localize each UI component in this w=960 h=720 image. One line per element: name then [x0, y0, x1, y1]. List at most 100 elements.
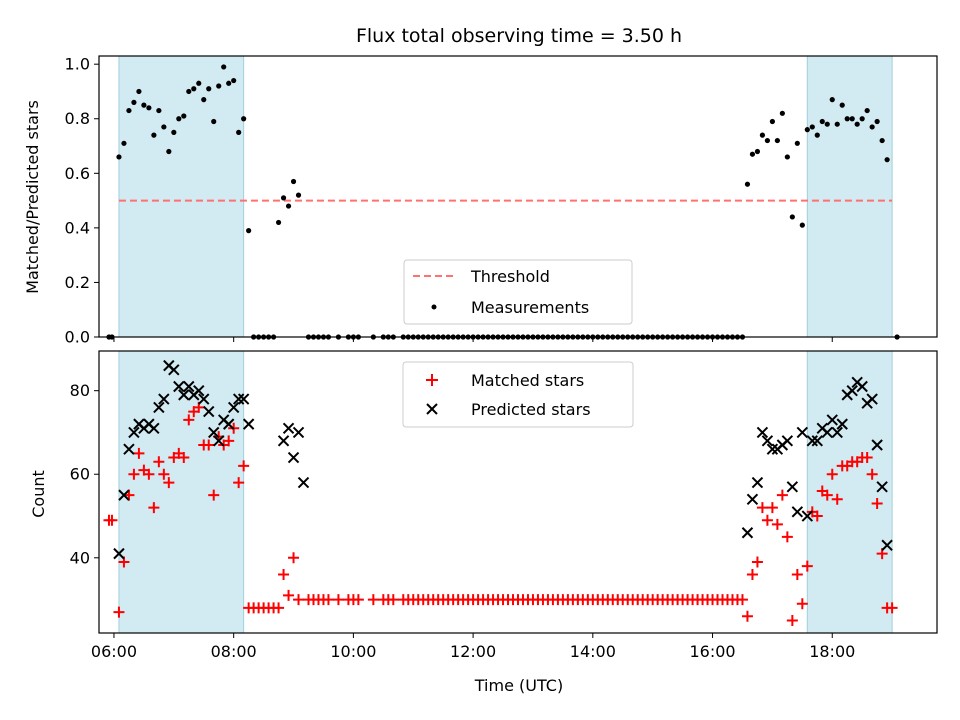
measurement-point [121, 140, 127, 146]
x-tick-label: 10:00 [330, 642, 376, 661]
ratio-panel: 0.0 0.2 0.4 0.6 0.8 1.0 [65, 55, 938, 347]
measurement-point [779, 110, 785, 116]
measurement-point [216, 83, 222, 89]
predicted-star-point [227, 401, 240, 414]
measurement-point [221, 64, 227, 70]
y-tick-label: 60 [70, 465, 90, 484]
y-tick-label: 0.6 [65, 164, 90, 183]
measurement-point [246, 228, 252, 234]
matched-star-point [776, 489, 788, 501]
matched-star-point [148, 502, 160, 514]
matched-star-point [178, 452, 190, 464]
measurement-point [156, 107, 162, 114]
predicted-star-point [277, 435, 290, 447]
matched-star-point [861, 452, 873, 464]
matched-star-point [322, 594, 334, 606]
predicted-star-point [821, 426, 833, 439]
measurement-point [131, 99, 137, 105]
matched-star-point [811, 510, 823, 522]
predicted-star-point [756, 426, 769, 439]
measurement-point [211, 118, 217, 125]
predicted-star-point [746, 493, 759, 506]
matched-star-point [283, 589, 295, 601]
predicted-star-point [831, 426, 843, 439]
predicted-star-point [203, 405, 215, 418]
matched-star-point [352, 594, 364, 606]
matched-star-point [183, 414, 195, 426]
predicted-star-point [292, 426, 305, 439]
measurement-point [161, 124, 167, 130]
matched-star-point [278, 569, 290, 581]
predicted-star-point [811, 435, 823, 447]
matched-star-point [128, 468, 140, 480]
predicted-star-point [237, 393, 250, 405]
predicted-star-point [741, 527, 754, 539]
predicted-star-point [128, 426, 140, 439]
measurement-point [141, 102, 147, 108]
measurement-point [136, 88, 142, 95]
measurement-point [749, 151, 756, 157]
measurement-point [774, 137, 780, 144]
legend-top-frame [403, 259, 633, 325]
measurement-point [844, 116, 850, 122]
predicted-star-point [168, 364, 180, 376]
measurement-point [206, 86, 212, 92]
panel-bottom-ylabel: Count [29, 470, 48, 518]
measurement-point [799, 222, 805, 228]
measurement-point [201, 97, 207, 103]
matched-star-point [238, 460, 250, 472]
predicted-star-point [786, 481, 799, 493]
matched-star-point [801, 560, 813, 572]
predicted-star-point [242, 418, 255, 430]
measurement-point [854, 121, 860, 127]
measurement-point [171, 129, 177, 135]
x-tick-label: 14:00 [570, 642, 616, 661]
legend-measurements-label: Measurements [471, 298, 589, 317]
measurement-point [166, 148, 172, 155]
measurement-point [859, 116, 865, 122]
matched-star-point [387, 594, 399, 606]
predicted-star-point [208, 426, 220, 439]
measurement-point [769, 118, 775, 125]
predicted-star-point [806, 435, 819, 447]
predicted-star-point [297, 476, 310, 489]
matched-star-point [106, 514, 118, 526]
measurement-point [849, 116, 855, 122]
matched-star-point [153, 456, 165, 468]
y-tick-label: 40 [70, 548, 90, 567]
predicted-star-point [826, 414, 838, 426]
y-tick-label: 1.0 [65, 55, 90, 74]
x-tick-label: 18:00 [809, 642, 855, 661]
matched-star-point [208, 489, 220, 501]
measurement-point [290, 178, 297, 185]
measurement-point [116, 154, 122, 160]
measurement-point [879, 137, 885, 144]
predicted-star-point [846, 384, 858, 397]
measurement-point [744, 181, 751, 187]
y-tick-label: 0.4 [65, 218, 90, 237]
predicted-star-point [856, 380, 868, 393]
measurement-point [151, 132, 157, 138]
y-tick-label: 0.2 [65, 273, 90, 292]
measurement-point [789, 214, 795, 220]
legend-predicted-swatch [426, 403, 438, 415]
measurement-point [186, 88, 192, 95]
matched-star-point [746, 569, 758, 581]
matched-star-point [741, 610, 753, 622]
matched-star-point [736, 594, 748, 606]
measurement-point [864, 107, 870, 114]
matched-star-point [143, 468, 155, 480]
y-tick-label: 0.0 [65, 328, 90, 347]
measurement-point [275, 219, 282, 226]
measurement-point [814, 132, 820, 138]
matched-star-point [866, 468, 878, 480]
legend-predicted-label: Predicted stars [471, 400, 591, 419]
predicted-star-point [193, 384, 205, 397]
measurement-point [784, 154, 790, 160]
matched-star-point [233, 477, 245, 489]
matched-star-point [751, 556, 763, 568]
predicted-star-point [113, 547, 125, 560]
predicted-star-point [866, 393, 878, 405]
measurement-point [226, 80, 232, 86]
measurement-point [824, 121, 830, 127]
